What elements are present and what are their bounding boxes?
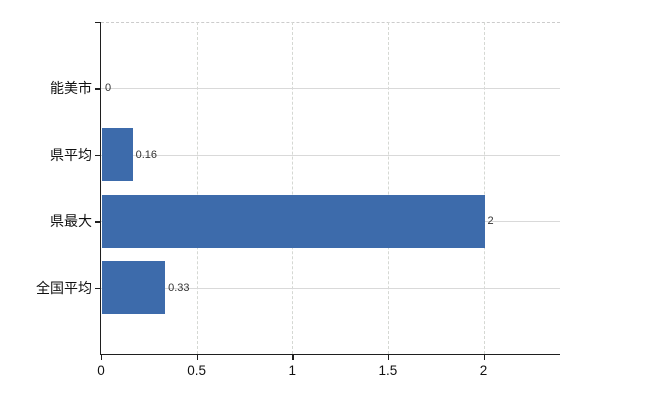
bar-value-label: 0.33 xyxy=(168,281,190,294)
bar-value-label: 2 xyxy=(487,215,494,228)
gridline-v xyxy=(292,22,294,354)
y-tick xyxy=(95,287,101,289)
gridline-v xyxy=(483,22,485,354)
gridline-v xyxy=(387,22,389,354)
x-axis-line xyxy=(99,354,560,356)
x-tick-label: 2 xyxy=(479,363,488,378)
bar xyxy=(102,194,485,248)
y-axis-label: 県平均 xyxy=(50,146,92,163)
bar-value-label: 0.16 xyxy=(135,148,158,161)
y-axis-label: 県最大 xyxy=(50,213,92,230)
x-tick xyxy=(101,355,103,361)
plot-top-border xyxy=(101,22,560,23)
x-tick xyxy=(387,355,390,361)
gridline-h xyxy=(101,154,560,156)
gridline-h xyxy=(101,88,560,90)
bar xyxy=(102,128,133,182)
y-tick xyxy=(95,221,101,223)
x-tick-label: 1 xyxy=(288,363,296,378)
y-axis-label: 能美市 xyxy=(50,80,92,97)
y-tick xyxy=(95,154,101,157)
gridline-h xyxy=(101,287,560,289)
x-tick xyxy=(292,355,294,361)
x-tick xyxy=(483,355,485,361)
x-tick-label: 0 xyxy=(97,363,105,378)
bar xyxy=(102,261,166,315)
x-tick xyxy=(196,355,199,361)
x-tick-label: 0.5 xyxy=(187,363,207,378)
y-axis-line xyxy=(99,22,101,356)
gridline-v xyxy=(196,22,198,354)
x-tick-label: 1.5 xyxy=(378,363,398,378)
y-axis-label: 全国平均 xyxy=(36,279,92,296)
y-tick xyxy=(95,22,101,24)
y-tick xyxy=(95,88,101,90)
bar-value-label: 0 xyxy=(105,82,112,95)
